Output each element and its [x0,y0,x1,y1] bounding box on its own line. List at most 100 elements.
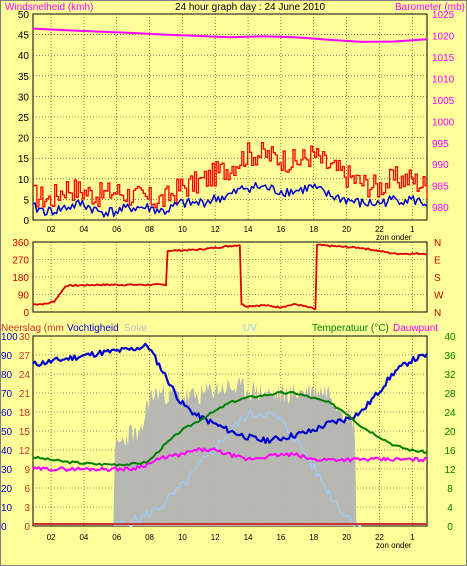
x-tick-label: 04 [79,533,88,542]
chart-title: 24 hour graph day : 24 June 2010 [175,2,326,13]
left-axis-title: Windsnelheid (kmh) [5,2,93,13]
y-tick-label-left: 40 [18,51,30,62]
y-tick-label-left: 15 [18,154,30,165]
y-tick-label-left: 20 [18,134,30,145]
y-tick-label-temperature: 0 [447,522,453,533]
y-tick-label-rain: 24 [19,370,31,381]
temperature-axis-title: Temperatuur (°C) [312,323,389,334]
x-tick-label: 02 [47,225,56,234]
x-tick-label: 02 [47,533,56,542]
y-tick-label-right: S [434,273,441,284]
y-tick-label-rain: 18 [19,408,31,419]
y-tick-label-right: 1015 [432,53,455,64]
x-tick-label: 08 [145,225,154,234]
y-tick-label-left: 10 [18,175,30,186]
humidity-axis-title: Vochtigheid [67,323,119,334]
y-tick-label-humidity: 10 [1,503,13,514]
y-tick-label-right: 985 [432,182,449,193]
y-tick-label-left: 360 [12,238,29,249]
y-tick-label-left: 50 [18,10,30,21]
y-tick-label-right: 1000 [432,117,455,128]
y-tick-label-rain: 30 [19,332,31,343]
rain-axis-title: Neerslag (mm [1,323,64,334]
y-tick-label-right: 990 [432,160,449,171]
x-tick-label: 16 [276,225,285,234]
x-tick-label: 18 [309,533,318,542]
y-tick-label-humidity: 0 [1,522,7,533]
y-tick-label-temperature: 20 [444,427,456,438]
y-tick-label-rain: 6 [24,484,30,495]
y-tick-label-left: 35 [18,72,30,83]
right-axis-title: Barometer (mb) [395,2,465,13]
y-tick-label-humidity: 90 [1,351,13,362]
y-tick-label-left: 0 [23,308,29,319]
y-tick-label-rain: 21 [19,389,31,400]
y-tick-label-right: N [434,238,441,249]
y-tick-label-left: 180 [12,273,29,284]
y-tick-label-temperature: 40 [444,332,456,343]
x-tick-label: 22 [375,225,384,234]
x-tick-label: 12 [211,225,220,234]
y-tick-label-humidity: 30 [1,465,13,476]
wind-gust-line [33,142,428,209]
y-tick-label-temperature: 8 [447,484,453,495]
temperature-line [32,391,428,467]
solar-area [113,377,357,526]
x-tick-label: 18 [309,225,318,234]
y-tick-label-rain: 12 [19,446,31,457]
x-tick-label: 1 [410,533,415,542]
y-tick-label-temperature: 16 [444,446,456,457]
barometer-line [32,27,428,43]
y-tick-label-right: 1025 [432,10,455,21]
y-tick-label-left: 25 [18,113,30,124]
y-tick-label-rain: 3 [24,503,30,514]
y-tick-label-left: 30 [18,92,30,103]
y-tick-label-right: W [434,291,444,302]
y-tick-label-humidity: 50 [1,427,13,438]
x-tick-label: 22 [375,533,384,542]
y-tick-label-right: 1010 [432,74,455,85]
y-tick-label-rain: 9 [24,465,30,476]
y-tick-label-left: 270 [12,256,29,267]
y-tick-label-rain: 27 [19,351,31,362]
y-tick-label-right: 1005 [432,96,455,107]
x-tick-label: 04 [79,225,88,234]
y-tick-label-temperature: 36 [444,351,456,362]
y-tick-label-humidity: 100 [1,332,18,343]
y-tick-label-right: N [434,308,441,319]
x-tick-label: 16 [276,533,285,542]
dewpoint-axis-title: Dauwpunt [393,323,438,334]
x-tick-label: 1 [410,225,415,234]
x-tick-label: 10 [178,225,187,234]
y-tick-label-temperature: 4 [447,503,453,514]
tick-labels: 0202040406060808101012121414161618182020… [1,10,456,542]
y-tick-label-left: 5 [23,195,29,206]
x-tick-label: 12 [211,533,220,542]
x-tick-label: 20 [342,533,351,542]
x-tick-label: 10 [178,533,187,542]
y-tick-label-right: 1020 [432,31,455,42]
y-tick-label-humidity: 60 [1,408,13,419]
y-tick-label-humidity: 70 [1,389,13,400]
solar-axis-title: Solar [124,323,148,334]
y-tick-label-right: 980 [432,203,449,214]
x-tick-label: 14 [244,533,253,542]
humidity-line [32,342,428,444]
y-tick-label-left: 45 [18,31,30,42]
y-tick-label-rain: 0 [24,522,30,533]
x-tick-label: 14 [244,225,253,234]
x-tick-label: 08 [145,533,154,542]
y-tick-label-right: 995 [432,139,449,150]
y-tick-label-left: 0 [23,216,29,227]
panel-wind-plot [32,13,428,221]
x-tick-label: 20 [342,225,351,234]
y-tick-label-temperature: 32 [444,370,456,381]
y-tick-label-left: 90 [18,291,30,302]
y-tick-label-temperature: 12 [444,465,456,476]
y-tick-label-right: E [434,256,441,267]
uv-axis-title: UV [243,323,257,334]
x-tick-label: 06 [112,533,121,542]
y-tick-label-humidity: 80 [1,370,13,381]
y-tick-label-temperature: 28 [444,389,456,400]
